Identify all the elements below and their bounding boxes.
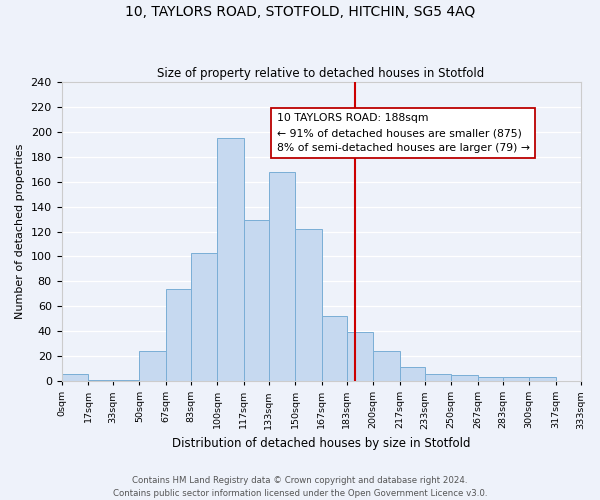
Bar — [529, 378, 556, 381]
Text: Contains HM Land Registry data © Crown copyright and database right 2024.
Contai: Contains HM Land Registry data © Crown c… — [113, 476, 487, 498]
Bar — [113, 380, 139, 381]
Bar — [503, 378, 529, 381]
Bar — [322, 316, 347, 381]
Bar — [347, 332, 373, 381]
Bar — [400, 368, 425, 381]
Bar — [62, 374, 88, 381]
Bar — [166, 289, 191, 381]
Y-axis label: Number of detached properties: Number of detached properties — [15, 144, 25, 319]
Bar — [269, 172, 295, 381]
Text: 10 TAYLORS ROAD: 188sqm
← 91% of detached houses are smaller (875)
8% of semi-de: 10 TAYLORS ROAD: 188sqm ← 91% of detache… — [277, 114, 530, 153]
Bar — [295, 229, 322, 381]
Bar — [478, 378, 503, 381]
Text: 10, TAYLORS ROAD, STOTFOLD, HITCHIN, SG5 4AQ: 10, TAYLORS ROAD, STOTFOLD, HITCHIN, SG5… — [125, 5, 475, 19]
Bar — [191, 252, 217, 381]
X-axis label: Distribution of detached houses by size in Stotfold: Distribution of detached houses by size … — [172, 437, 470, 450]
Bar — [139, 351, 166, 381]
Bar — [217, 138, 244, 381]
Title: Size of property relative to detached houses in Stotfold: Size of property relative to detached ho… — [157, 66, 485, 80]
Bar — [425, 374, 451, 381]
Bar — [373, 351, 400, 381]
Bar — [244, 220, 269, 381]
Bar — [451, 375, 478, 381]
Bar — [88, 380, 113, 381]
